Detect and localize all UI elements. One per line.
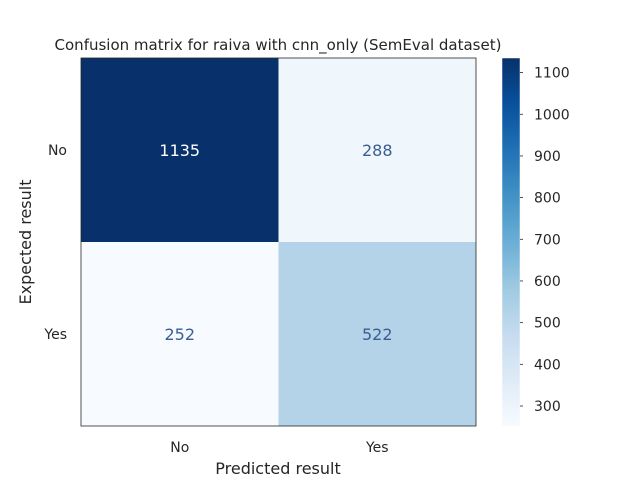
colorbar-tick-label: 300 [534,399,561,415]
heatmap-cell-labels: 1135 288 252 522 [159,141,392,344]
cell-value-label: 522 [362,325,393,344]
x-tick-labels: No Yes [170,440,388,456]
chart-title: Confusion matrix for raiva with cnn_only… [55,36,502,55]
x-tick-label: Yes [365,440,389,456]
y-tick-label: Yes [43,327,67,343]
y-tick-label: No [48,143,67,159]
cell-value-label: 288 [362,141,393,160]
heatmap-cell [81,58,279,242]
x-axis-label: Predicted result [215,459,340,478]
cell-value-label: 1135 [159,141,200,160]
y-axis-label: Expected result [16,180,35,305]
heatmap-cell [278,242,476,426]
heatmap-cell [278,58,476,242]
colorbar-tick-labels: 300 400 500 600 700 800 900 1000 1100 [520,66,570,415]
colorbar [501,57,521,427]
colorbar-tick-label: 1000 [534,107,570,123]
heatmap-cell [81,242,279,426]
heatmap-cells [81,58,476,426]
colorbar-tick-label: 500 [534,316,561,332]
colorbar-tick-label: 700 [534,232,561,248]
colorbar-tick-label: 400 [534,357,561,373]
colorbar-tick-label: 600 [534,274,561,290]
y-tick-labels: No Yes [43,143,67,343]
colorbar-tick-label: 800 [534,191,561,207]
cell-value-label: 252 [164,325,195,344]
colorbar-tick-label: 900 [534,149,561,165]
colorbar-tick-label: 1100 [534,66,570,82]
plot-frame [80,57,477,427]
x-tick-label: No [170,440,189,456]
